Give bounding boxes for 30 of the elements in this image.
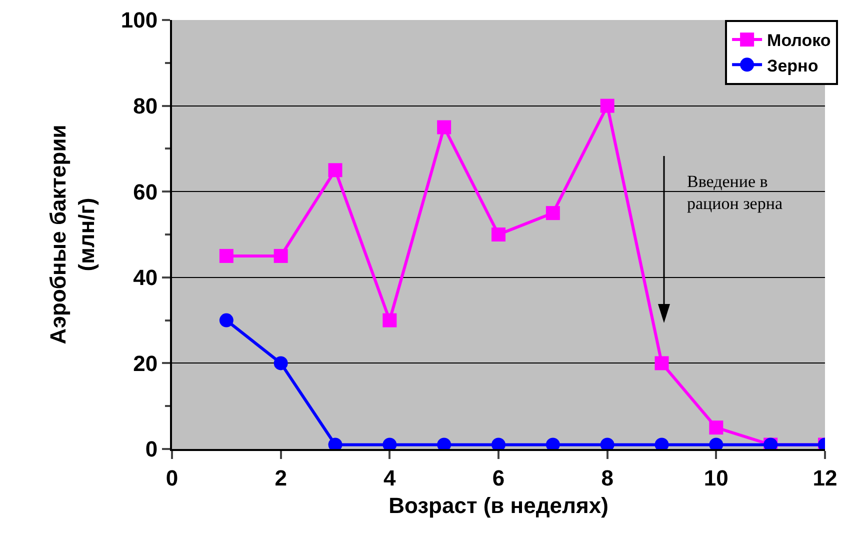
legend-label: Молоко: [767, 31, 831, 50]
point: [274, 356, 288, 370]
point: [437, 120, 452, 134]
y-axis-title: Аэробные бактерии (млн/г): [46, 124, 100, 344]
y-tick-label: 60: [133, 179, 158, 204]
y-tick-label: 20: [133, 350, 158, 376]
legend-label: Зерно: [767, 56, 818, 76]
x-tick-label: 12: [812, 465, 838, 490]
x-tick-label: 8: [601, 465, 614, 490]
x-tick-label: 0: [166, 465, 178, 490]
point: [219, 313, 234, 328]
point: [328, 163, 342, 178]
y-tick-label: 80: [133, 94, 158, 118]
point: [274, 248, 288, 263]
point: [219, 248, 234, 263]
y-tick-label: 40: [133, 265, 158, 290]
annotation: Введение в рацион зерна: [687, 172, 783, 214]
point: [382, 313, 397, 328]
x-tick-label: 6: [492, 465, 505, 490]
point: [492, 228, 506, 242]
x-tick-label: 2: [274, 465, 287, 490]
point: [546, 206, 560, 220]
y-tick-label: 0: [145, 436, 158, 462]
x-tick-label: 10: [704, 465, 728, 490]
point: [709, 420, 724, 435]
x-axis-title: Возраст (в неделях): [388, 492, 608, 518]
point: [600, 98, 614, 113]
point: [654, 356, 669, 370]
y-tick-label: 100: [120, 8, 158, 33]
x-tick-label: 4: [384, 465, 397, 490]
